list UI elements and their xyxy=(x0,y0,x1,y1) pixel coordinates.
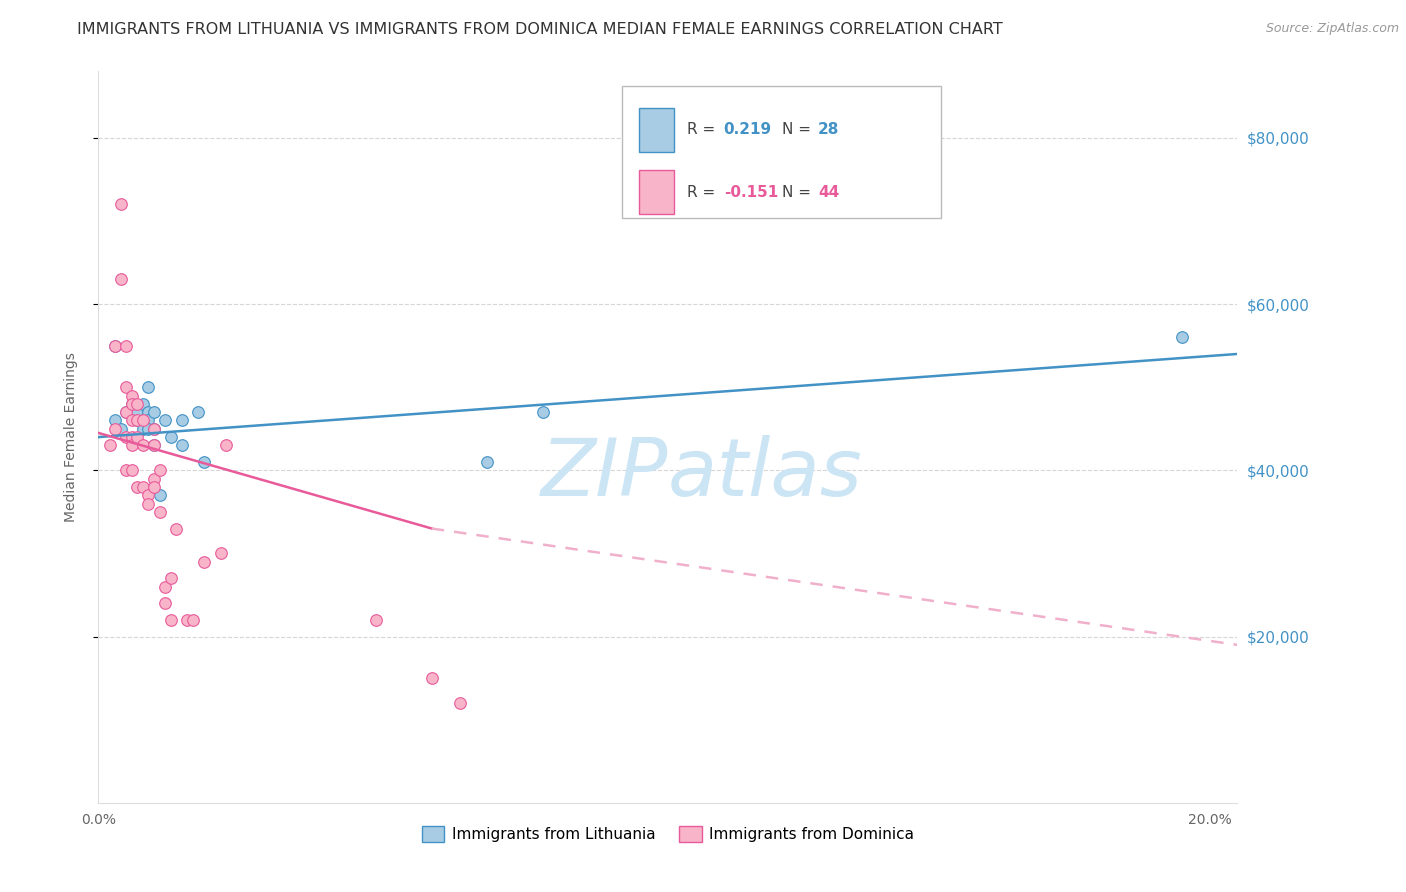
Point xyxy=(132,413,155,427)
Point xyxy=(148,505,170,519)
Point xyxy=(121,397,143,411)
Point xyxy=(115,380,138,394)
Point xyxy=(127,405,149,419)
Point xyxy=(138,497,160,511)
FancyBboxPatch shape xyxy=(640,108,673,152)
Point xyxy=(127,397,149,411)
Point xyxy=(420,671,443,685)
Point xyxy=(159,613,181,627)
Text: 28: 28 xyxy=(818,122,839,137)
Point xyxy=(148,488,170,502)
Point xyxy=(104,338,127,352)
Point xyxy=(138,488,160,502)
Point xyxy=(104,413,127,427)
Point xyxy=(138,413,160,427)
Point xyxy=(143,422,166,436)
Point xyxy=(181,613,204,627)
Point xyxy=(148,463,170,477)
FancyBboxPatch shape xyxy=(640,170,673,214)
Point xyxy=(127,405,149,419)
Point xyxy=(215,438,238,452)
Point xyxy=(115,405,138,419)
Point xyxy=(159,430,181,444)
Point xyxy=(366,613,388,627)
Y-axis label: Median Female Earnings: Median Female Earnings xyxy=(63,352,77,522)
Point xyxy=(121,463,143,477)
Legend: Immigrants from Lithuania, Immigrants from Dominica: Immigrants from Lithuania, Immigrants fr… xyxy=(413,819,922,850)
Point xyxy=(132,397,155,411)
Text: Source: ZipAtlas.com: Source: ZipAtlas.com xyxy=(1265,22,1399,36)
Text: R =: R = xyxy=(688,122,720,137)
Point xyxy=(121,397,143,411)
Point xyxy=(193,555,215,569)
Text: N =: N = xyxy=(782,185,815,200)
Point xyxy=(143,472,166,486)
Text: IMMIGRANTS FROM LITHUANIA VS IMMIGRANTS FROM DOMINICA MEDIAN FEMALE EARNINGS COR: IMMIGRANTS FROM LITHUANIA VS IMMIGRANTS … xyxy=(77,22,1002,37)
Point xyxy=(132,422,155,436)
Point xyxy=(143,405,166,419)
Point xyxy=(115,338,138,352)
Point xyxy=(159,571,181,585)
Point xyxy=(449,696,471,710)
Text: atlas: atlas xyxy=(668,434,863,513)
Point xyxy=(121,430,143,444)
FancyBboxPatch shape xyxy=(623,86,941,218)
Point xyxy=(115,405,138,419)
Point xyxy=(531,405,554,419)
Point xyxy=(121,413,143,427)
Point xyxy=(104,422,127,436)
Point xyxy=(143,438,166,452)
Point xyxy=(115,463,138,477)
Point xyxy=(187,405,209,419)
Point xyxy=(138,380,160,394)
Point xyxy=(193,455,215,469)
Point xyxy=(115,430,138,444)
Text: N =: N = xyxy=(782,122,815,137)
Text: 0.219: 0.219 xyxy=(724,122,772,137)
Text: 44: 44 xyxy=(818,185,839,200)
Point xyxy=(127,480,149,494)
Point xyxy=(110,422,132,436)
Point xyxy=(127,413,149,427)
Point xyxy=(132,413,155,427)
Text: -0.151: -0.151 xyxy=(724,185,778,200)
Point xyxy=(98,438,121,452)
Point xyxy=(170,413,193,427)
Point xyxy=(165,521,187,535)
Point xyxy=(176,613,198,627)
Point xyxy=(110,197,132,211)
Point xyxy=(127,413,149,427)
Point xyxy=(127,430,149,444)
Text: R =: R = xyxy=(688,185,720,200)
Point xyxy=(104,338,127,352)
Point xyxy=(143,438,166,452)
Point xyxy=(138,405,160,419)
Point xyxy=(121,388,143,402)
Point xyxy=(153,596,176,610)
Point xyxy=(1170,330,1192,344)
Point xyxy=(170,438,193,452)
Point xyxy=(209,546,232,560)
Text: ZIP: ZIP xyxy=(540,434,668,513)
Point xyxy=(132,438,155,452)
Point xyxy=(121,438,143,452)
Point xyxy=(110,272,132,286)
Point xyxy=(132,480,155,494)
Point xyxy=(138,422,160,436)
Point xyxy=(153,413,176,427)
Point xyxy=(153,580,176,594)
Point xyxy=(477,455,499,469)
Point xyxy=(143,422,166,436)
Point xyxy=(143,480,166,494)
